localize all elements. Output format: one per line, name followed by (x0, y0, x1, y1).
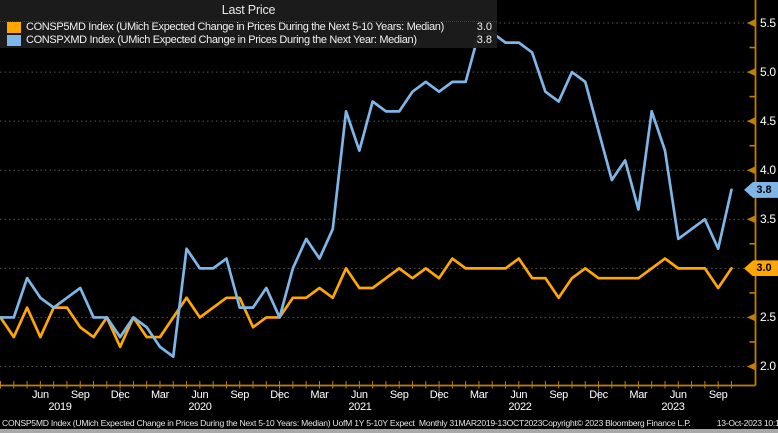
y-axis-tick-label: 2.0 (760, 359, 776, 373)
x-axis-month-label: Mar (629, 389, 648, 401)
legend-panel: Last Price CONSP5MD Index (UMich Expecte… (0, 0, 497, 48)
x-axis-year-label: 2021 (348, 401, 372, 413)
x-axis-year-label: 2023 (661, 401, 685, 413)
footer-timestamp: 13-Oct-2023 10:13:30 (716, 417, 778, 428)
y-axis-tick-label: 3.5 (760, 211, 776, 226)
x-axis-month-label: Sep (389, 389, 409, 401)
y-axis-tick-label: 2.5 (760, 309, 776, 324)
footer-description: CONSP5MD Index (UMich Expected Change in… (2, 417, 543, 428)
legend-last-price: 3.8 (476, 34, 492, 46)
x-axis-month-label: Jun (669, 389, 687, 401)
y-axis-tick-label: 4.0 (760, 162, 776, 177)
legend-title: Last Price (221, 3, 276, 17)
x-axis-year-label: 2020 (188, 401, 212, 413)
legend-label: CONSPXMD Index (UMich Expected Change in… (26, 34, 417, 46)
x-axis-month-label: Jun (31, 389, 49, 401)
x-axis-month-label: Mar (469, 389, 488, 401)
x-axis-year-label: 2019 (48, 401, 72, 413)
x-axis-month-label: Dec (270, 389, 289, 401)
x-axis-month-label: Sep (549, 389, 569, 401)
consp5md-color-swatch (7, 22, 21, 33)
x-axis-month-label: Sep (708, 389, 728, 401)
legend-last-price: 3.0 (476, 21, 492, 33)
legend-entry-conspxmd[interactable]: CONSPXMD Index (UMich Expected Change in… (0, 34, 497, 47)
x-axis-month-label: Jun (510, 389, 528, 401)
last-price-badge: 3.8 (744, 181, 778, 198)
y-axis-tick-label: 5.5 (760, 15, 776, 30)
x-axis-month-label: Sep (230, 389, 250, 401)
last-price-badge: 3.0 (744, 260, 778, 277)
footer-bar: CONSP5MD Index (UMich Expected Change in… (0, 416, 778, 429)
x-axis-year-label: 2022 (508, 401, 532, 413)
x-axis-month-label: Dec (110, 389, 130, 401)
y-axis-tick-label: 4.5 (760, 113, 776, 128)
x-axis-month-label: Sep (70, 389, 90, 401)
legend-label: CONSP5MD Index (UMich Expected Change in… (26, 21, 444, 33)
x-axis-month-label: Jun (191, 389, 209, 401)
x-axis-month-label: Mar (310, 389, 329, 401)
x-axis-month-label: Mar (150, 389, 169, 401)
footer-copyright: Copyright© 2023 Bloomberg Finance L.P. (542, 417, 691, 428)
conspxmd-color-swatch (7, 35, 21, 46)
x-axis-month-label: Dec (429, 389, 449, 401)
window-bottom-edge (0, 429, 778, 433)
x-axis-month-label: Jun (350, 389, 368, 401)
x-axis-month-label: Dec (589, 389, 608, 401)
y-axis-tick-label: 5.0 (760, 64, 776, 79)
legend-entry-consp5md[interactable]: CONSP5MD Index (UMich Expected Change in… (0, 21, 497, 34)
